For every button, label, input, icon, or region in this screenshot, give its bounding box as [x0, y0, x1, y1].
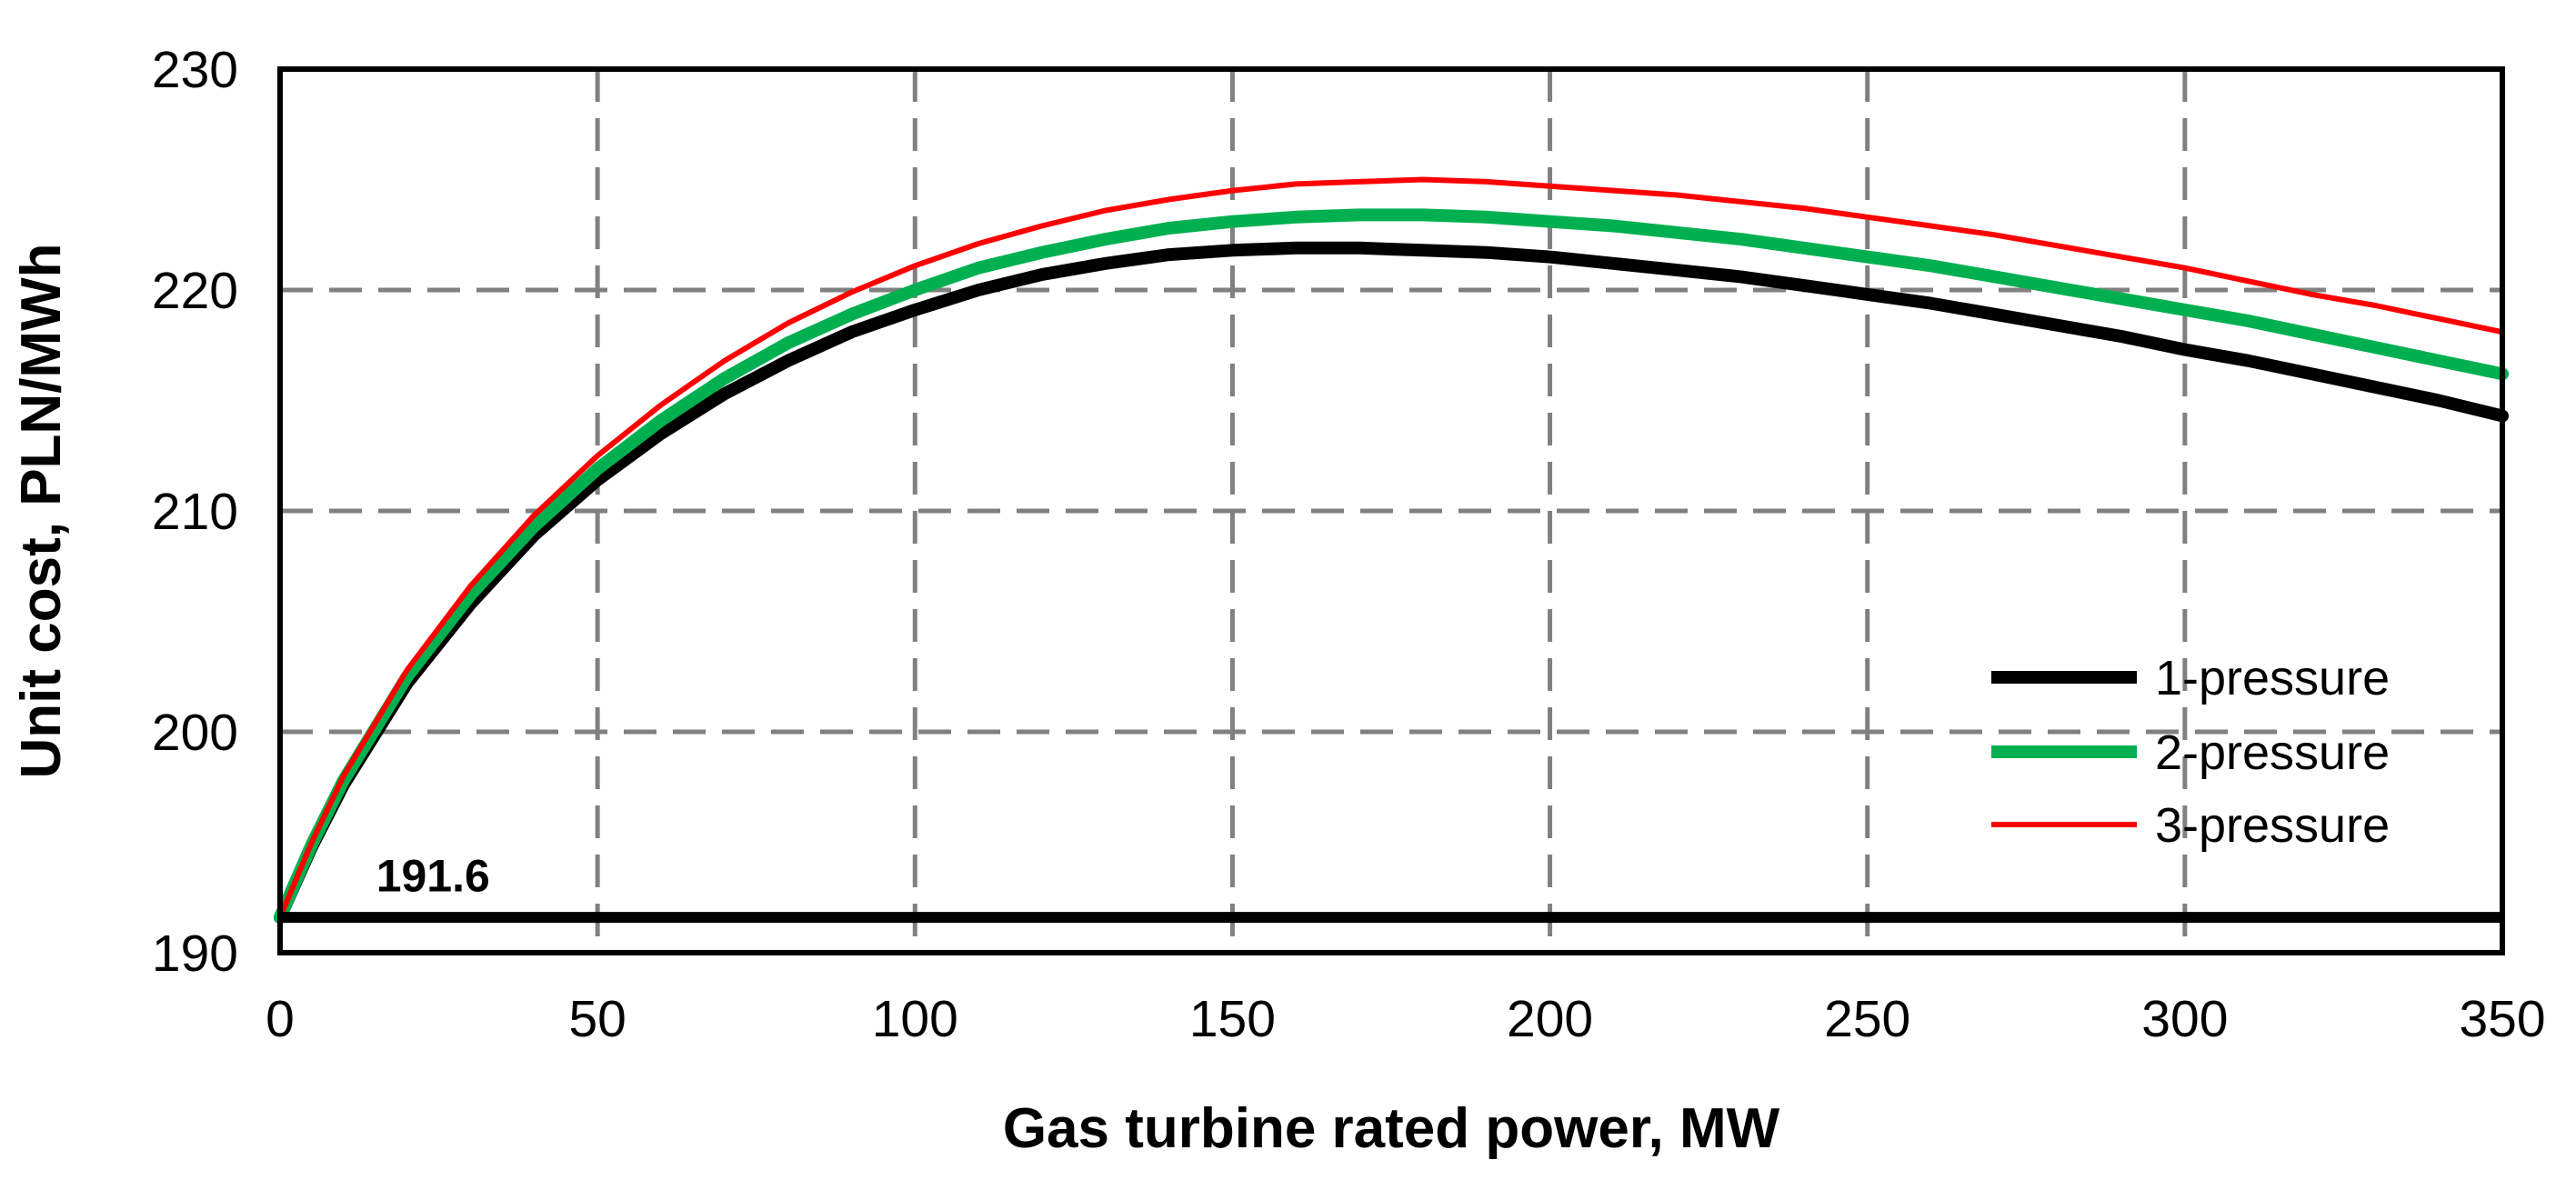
y-tick-label-190: 190: [152, 925, 238, 983]
series-layer: [274, 176, 2509, 925]
x-tick-label-150: 150: [1189, 990, 1276, 1048]
legend-label-2-pressure: 2-pressure: [2155, 725, 2390, 780]
x-tick-label-300: 300: [2141, 990, 2228, 1048]
x-tick-label-250: 250: [1824, 990, 1910, 1048]
y-tick-label-200: 200: [152, 704, 238, 762]
series-line-1-pressure: [274, 241, 2509, 925]
x-tick-label-200: 200: [1507, 990, 1593, 1048]
series-line-3-pressure: [277, 176, 2505, 921]
legend: 1-pressure 2-pressure 3-pressure: [1991, 651, 2390, 853]
x-tick-label-350: 350: [2459, 990, 2545, 1048]
x-axis-title: Gas turbine rated power, MW: [1003, 1097, 1780, 1160]
y-tick-label-220: 220: [152, 262, 238, 320]
x-tick-labels: 0 50 100 150 200 250 300 350: [266, 990, 2545, 1048]
legend-label-3-pressure: 3-pressure: [2155, 798, 2390, 853]
y-tick-label-230: 230: [152, 41, 238, 99]
x-tick-label-50: 50: [568, 990, 626, 1048]
y-tick-labels: 190 200 210 220 230: [152, 41, 238, 983]
series-line-2-pressure: [274, 208, 2509, 925]
x-tick-label-100: 100: [872, 990, 958, 1048]
annotation-191-6: 191.6: [376, 851, 490, 902]
y-tick-label-210: 210: [152, 483, 238, 541]
x-tick-label-0: 0: [266, 990, 295, 1048]
legend-label-1-pressure: 1-pressure: [2155, 651, 2390, 705]
plot-frame: [277, 66, 2505, 955]
y-axis-title: Unit cost, PLN/MWh: [10, 244, 73, 779]
